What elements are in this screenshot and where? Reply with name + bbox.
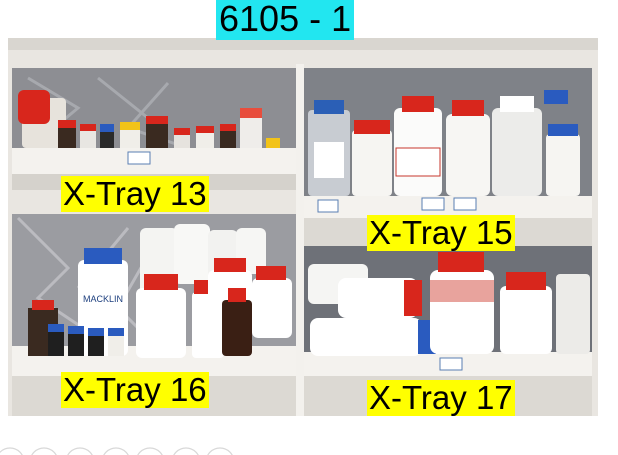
macklin-brand: MACKLIN <box>83 294 123 304</box>
cabinet-top-edge <box>8 38 598 50</box>
tray-label-13: X-Tray 13 <box>61 175 209 212</box>
tray-label-15: X-Tray 15 <box>367 214 515 251</box>
cabinet-label: 6105 - 1 <box>216 0 355 40</box>
center-divider <box>296 64 304 416</box>
bottles-tray-15 <box>308 90 580 196</box>
shelf-tags <box>127 151 477 371</box>
cabinet-photo: MACKLIN <box>8 38 598 416</box>
bottles-tray-16: MACKLIN <box>28 224 292 358</box>
tray-label-17: X-Tray 17 <box>367 379 515 416</box>
bottles-tray-13 <box>18 90 280 148</box>
bottles-tray-17 <box>308 252 590 356</box>
tray-label-16: X-Tray 16 <box>61 371 209 408</box>
toolbar-icons-strip <box>0 447 233 455</box>
